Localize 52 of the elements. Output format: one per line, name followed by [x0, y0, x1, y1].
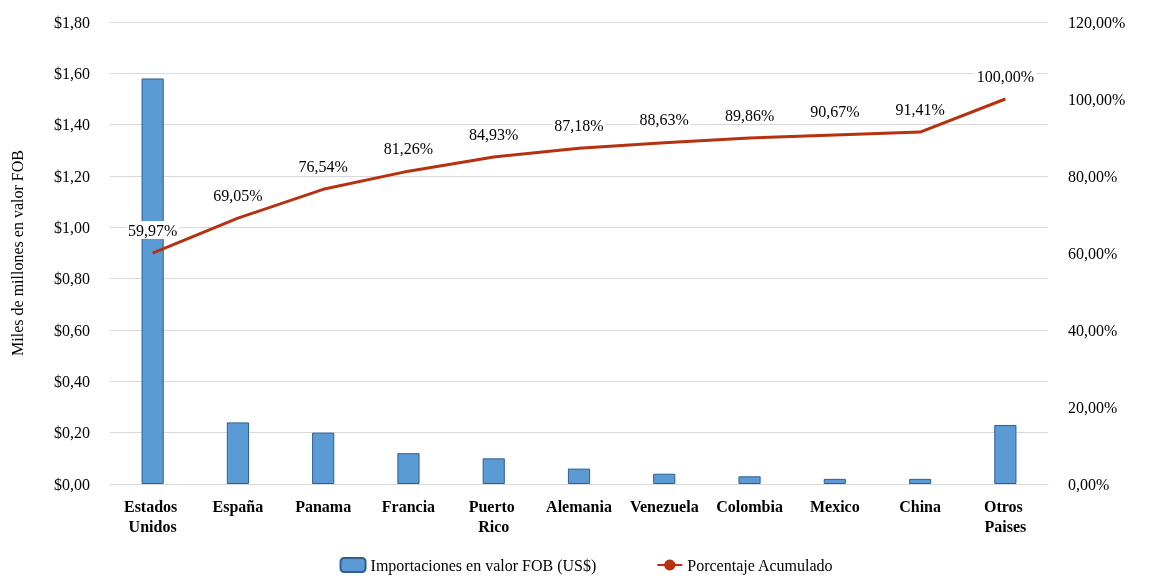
y-tick-label: $1,80 [54, 13, 90, 31]
y-tick-label: $0,00 [54, 475, 90, 493]
data-label: 90,67% [810, 103, 860, 121]
y-axis-title: Miles de millones en valor FOB [8, 150, 26, 356]
data-label: 76,54% [298, 157, 348, 175]
x-tick-label: Otros Paises [983, 497, 1027, 535]
bar [312, 432, 335, 484]
data-label: 87,18% [554, 116, 604, 134]
bar [738, 476, 761, 484]
data-label: 100,00% [976, 67, 1035, 85]
bar [397, 453, 420, 484]
x-tick-label: Venezuela [629, 497, 699, 515]
x-tick-label: Francia [381, 497, 436, 515]
bar [653, 473, 676, 484]
y2-tick-label: 120,00% [1068, 13, 1126, 31]
legend-label: Porcentaje Acumulado [687, 556, 833, 575]
y2-tick-label: 60,00% [1068, 244, 1118, 262]
x-tick-label: Alemania [546, 497, 612, 515]
bar [567, 468, 591, 484]
x-tick-label: Panama [295, 497, 352, 515]
data-label: 91,41% [895, 100, 945, 118]
x-tick-label: Estados Unidos [123, 497, 182, 535]
bar [482, 458, 505, 484]
x-tick-label: China [899, 497, 941, 515]
x-tick-label: Colombia [716, 497, 783, 515]
y2-tick-label: 20,00% [1068, 398, 1118, 416]
data-label: 84,93% [469, 125, 519, 143]
y-tick-label: $1,60 [54, 64, 90, 82]
y2-tick-label: 40,00% [1068, 321, 1118, 339]
data-label: 89,86% [724, 106, 775, 124]
y-tick-label: $1,40 [54, 116, 90, 134]
data-label: 88,63% [639, 111, 689, 129]
legend-label: Importaciones en valor FOB (US$) [370, 556, 597, 575]
data-label: 69,05% [213, 186, 263, 204]
x-tick-label: Puerto Rico [468, 497, 519, 535]
data-label: 59,97% [127, 221, 178, 239]
y2-tick-label: 80,00% [1068, 167, 1118, 185]
x-tick-label: Mexico [809, 497, 860, 515]
bar [823, 478, 846, 484]
data-label: 81,26% [383, 139, 434, 157]
y-tick-label: $1,20 [54, 167, 90, 185]
bar [226, 422, 249, 484]
y-tick-label: $0,40 [54, 372, 90, 390]
y2-tick-label: 100,00% [1068, 90, 1126, 108]
y-tick-label: $0,80 [54, 270, 90, 288]
y-tick-label: $0,60 [54, 321, 90, 339]
y2-tick-label: 0,00% [1068, 475, 1110, 493]
bar [994, 424, 1017, 484]
y-tick-label: $1,00 [54, 218, 90, 236]
x-tick-label: España [212, 497, 264, 516]
y-tick-label: $0,20 [54, 424, 90, 442]
bar [909, 478, 932, 484]
